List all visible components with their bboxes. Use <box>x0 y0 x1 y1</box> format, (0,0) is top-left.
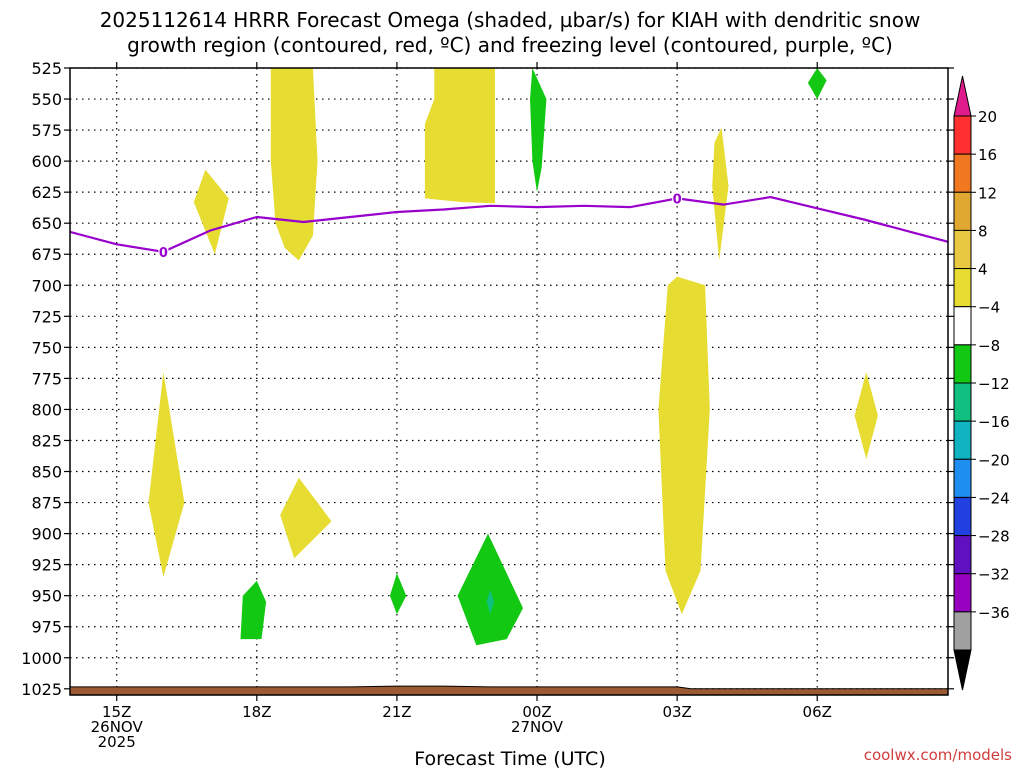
x-tick-label: 00Z <box>522 703 551 721</box>
omega-region <box>389 573 407 615</box>
colorbar-label: 8 <box>978 222 988 240</box>
axes: 525 550 575 600 625 650 675 700 725 750 775 800 825 8… <box>21 59 954 751</box>
colorbar-box <box>953 153 972 193</box>
colorbar-label: −28 <box>978 528 1010 546</box>
y-tick-label: 650 <box>31 214 62 233</box>
y-tick-label: 1025 <box>21 680 62 699</box>
colorbar-label: −12 <box>978 375 1010 393</box>
x-tick-label: 03Z <box>662 703 691 721</box>
omega-region <box>712 127 729 261</box>
plot-content: 00 <box>70 68 948 695</box>
freezing-level-label: 0 <box>159 246 168 261</box>
y-tick-label: 700 <box>31 276 62 295</box>
colorbar-box <box>953 306 972 346</box>
omega-region <box>486 589 495 615</box>
freezing-level-label-bg <box>158 244 169 259</box>
colorbar-box <box>953 573 972 613</box>
y-tick-label: 800 <box>31 400 62 419</box>
freezing-level-label-bg <box>672 191 683 206</box>
y-tick-label: 725 <box>31 307 62 326</box>
colorbar-box <box>953 382 972 422</box>
x-tick-label: 06Z <box>803 703 832 721</box>
colorbar-label: −8 <box>978 337 1000 355</box>
y-tick-label: 775 <box>31 369 62 388</box>
x-tick-label: 21Z <box>382 703 411 721</box>
x-tick-label: 18Z <box>242 703 271 721</box>
y-tick-label: 850 <box>31 463 62 482</box>
colorbar-label: 16 <box>978 146 997 164</box>
y-tick-label: 525 <box>31 59 62 78</box>
colorbar-label: 12 <box>978 184 997 202</box>
y-tick-label: 675 <box>31 245 62 264</box>
y-tick-label: 625 <box>31 183 62 202</box>
colorbar-label: −20 <box>978 451 1010 469</box>
omega-region <box>457 533 523 646</box>
y-tick-label: 900 <box>31 525 62 544</box>
y-tick-label: 975 <box>31 618 62 637</box>
colorbar-box <box>953 344 972 384</box>
chart-title-line1: 2025112614 HRRR Forecast Omega (shaded, … <box>100 8 921 32</box>
y-tick-label: 600 <box>31 152 62 171</box>
chart-title-line2: growth region (contoured, red, ºC) and f… <box>127 33 893 57</box>
omega-region <box>807 68 827 99</box>
omega-region <box>270 68 318 261</box>
freezing-level-label: 0 <box>673 192 682 207</box>
colorbar-label: −4 <box>978 299 1000 317</box>
y-tick-label: 950 <box>31 587 62 606</box>
x-tick-label: 27NOV <box>511 718 564 736</box>
colorbar-bottom-arrow <box>953 649 972 691</box>
omega-region <box>193 169 229 255</box>
colorbar-box <box>953 496 972 537</box>
colorbar-top-arrow <box>953 75 972 117</box>
omega-region <box>280 477 332 559</box>
omega-region <box>424 68 495 204</box>
colorbar-label: −36 <box>978 604 1010 622</box>
x-axis-label: Forecast Time (UTC) <box>414 748 605 768</box>
colorbar-label: −24 <box>978 489 1010 507</box>
colorbar-box <box>953 268 972 308</box>
plot-area: 00 <box>70 68 948 695</box>
plot-frame <box>69 67 949 696</box>
x-tick-label: 2025 <box>98 733 136 751</box>
credit-text: coolwx.com/models <box>864 746 1012 764</box>
colorbar-label: −32 <box>978 566 1010 584</box>
colorbar-box <box>953 611 972 651</box>
colorbar-box <box>953 420 972 460</box>
colorbar-label: −16 <box>978 413 1010 431</box>
colorbar-box <box>953 535 972 575</box>
omega-region <box>854 372 878 460</box>
y-tick-label: 925 <box>31 556 62 575</box>
x-tick-label: 15Z <box>102 703 131 721</box>
y-tick-label: 1000 <box>21 649 62 668</box>
surface-band <box>70 686 948 695</box>
omega-region <box>530 68 547 193</box>
colorbar: 20 16 12 8 4 −4 −8 −12 −16 −20 −24 −28 −32 −36 <box>953 75 1010 691</box>
y-tick-label: 575 <box>31 121 62 140</box>
x-tick-label: 26NOV <box>91 718 144 736</box>
freezing-level-line <box>70 196 948 253</box>
colorbar-box <box>953 191 972 231</box>
colorbar-box <box>953 458 972 498</box>
y-tick-label: 875 <box>31 494 62 513</box>
colorbar-label: 4 <box>978 261 988 279</box>
colorbar-label: 20 <box>978 108 997 126</box>
surface-edge <box>70 685 948 690</box>
colorbar-box <box>953 115 972 155</box>
omega-region <box>658 276 710 615</box>
colorbar-box <box>953 229 972 270</box>
y-tick-label: 550 <box>31 90 62 109</box>
omega-region <box>240 580 267 640</box>
y-tick-label: 825 <box>31 431 62 450</box>
y-tick-label: 750 <box>31 338 62 357</box>
omega-region <box>148 372 185 577</box>
